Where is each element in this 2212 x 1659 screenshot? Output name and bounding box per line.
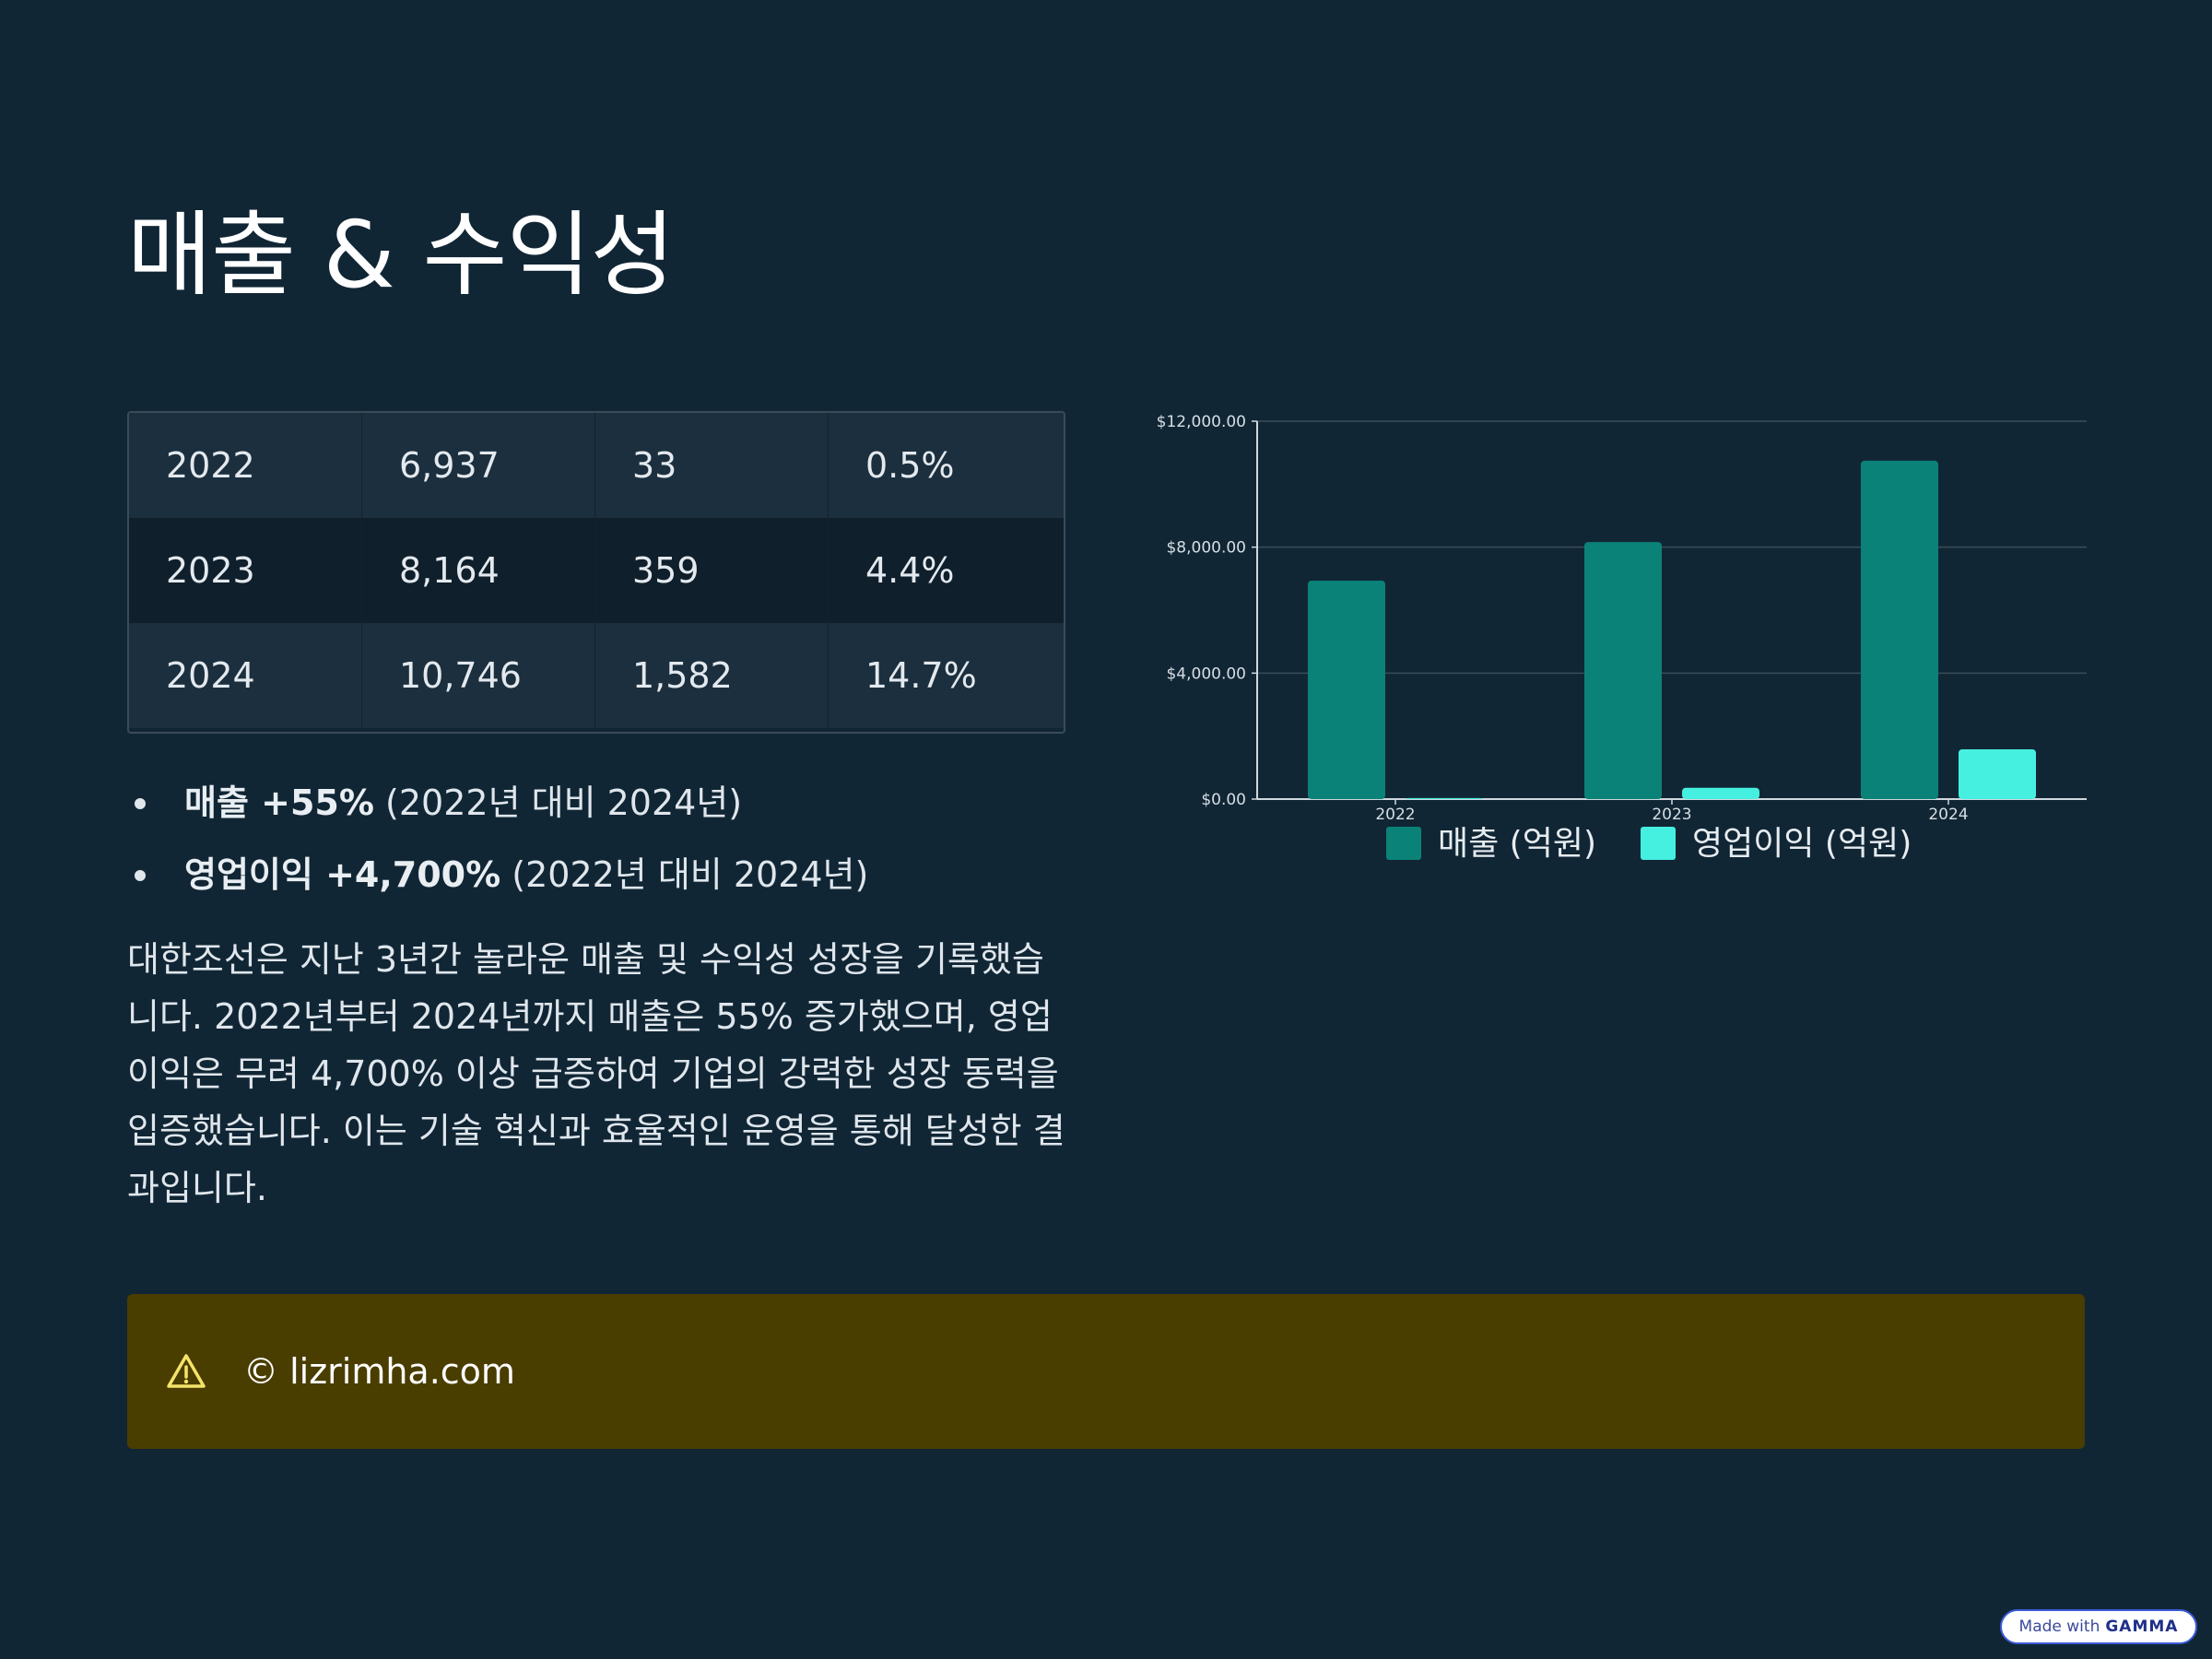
- bar: [1682, 787, 1759, 799]
- table-cell: 33: [595, 413, 829, 518]
- table-cell: 2022: [129, 413, 362, 518]
- highlight-rest: (2022년 대비 2024년): [500, 854, 869, 895]
- table-cell: 1,582: [595, 623, 829, 728]
- list-item: 매출 +55% (2022년 대비 2024년): [127, 767, 868, 839]
- bullet-dot-icon: [135, 870, 146, 881]
- table-cell: 8,164: [362, 518, 595, 623]
- highlight-bold: 매출 +55%: [184, 782, 374, 823]
- revenue-table: 2022 6,937 33 0.5% 2023 8,164 359 4.4% 2…: [127, 411, 1065, 734]
- highlight-rest: (2022년 대비 2024년): [373, 782, 743, 823]
- table-cell: 2024: [129, 623, 362, 728]
- summary-paragraph: 대한조선은 지난 3년간 놀라운 매출 및 수익성 성장을 기록했습니다. 20…: [127, 939, 1065, 1208]
- table-row: 2022 6,937 33 0.5%: [129, 413, 1064, 518]
- table-row: 2024 10,746 1,582 14.7%: [129, 623, 1064, 728]
- bar: [1959, 748, 2036, 799]
- bullet-dot-icon: [135, 798, 146, 809]
- highlights-list: 매출 +55% (2022년 대비 2024년) 영업이익 +4,700% (2…: [127, 767, 868, 911]
- table-cell: 2023: [129, 518, 362, 623]
- table-cell: 359: [595, 518, 829, 623]
- table-row: 2023 8,164 359 4.4%: [129, 518, 1064, 623]
- table-cell: 14.7%: [865, 655, 977, 696]
- bar-chart: $0.00 $4,000.00 $8,000.00 $12,000.00 2022 202…: [1157, 413, 2087, 863]
- bar: [1406, 797, 1483, 799]
- x-tick-label: 2022: [1375, 806, 1415, 824]
- table-cell: 0.5%: [865, 445, 955, 486]
- table-cell: 4.4%: [865, 550, 955, 591]
- warning-icon: [167, 1354, 206, 1388]
- made-with-gamma-badge[interactable]: Made with GAMMA: [2000, 1609, 2197, 1644]
- bar: [1861, 460, 1938, 799]
- y-tick-label: $8,000.00: [1166, 539, 1246, 558]
- page-title: 매출 & 수익성: [127, 201, 676, 309]
- highlight-bold: 영업이익 +4,700%: [184, 854, 501, 895]
- bar: [1584, 542, 1662, 799]
- bar: [1308, 580, 1385, 799]
- table-cell: 6,937: [362, 413, 595, 518]
- x-tick-label: 2023: [1652, 806, 1691, 824]
- y-tick-label: $4,000.00: [1166, 665, 1246, 683]
- legend-swatch: [1386, 827, 1421, 860]
- list-item: 영업이익 +4,700% (2022년 대비 2024년): [127, 839, 868, 911]
- x-tick-label: 2024: [1928, 806, 1968, 824]
- table-cell: 10,746: [362, 623, 595, 728]
- revenue-chart: $0.00 $4,000.00 $8,000.00 $12,000.00 2022 202…: [1143, 396, 2101, 876]
- notice-text: © lizrimha.com: [243, 1351, 515, 1392]
- y-tick-label: $12,000.00: [1157, 413, 1246, 431]
- y-tick-label: $0.00: [1201, 791, 1246, 809]
- badge-brand: GAMMA: [2105, 1618, 2179, 1636]
- notice-banner: © lizrimha.com: [127, 1294, 2085, 1449]
- legend-label: 매출 (억원): [1438, 825, 1596, 863]
- legend-swatch: [1641, 827, 1676, 860]
- legend-label: 영업이익 (억원): [1692, 825, 1912, 863]
- badge-prefix: Made with: [2018, 1618, 2100, 1636]
